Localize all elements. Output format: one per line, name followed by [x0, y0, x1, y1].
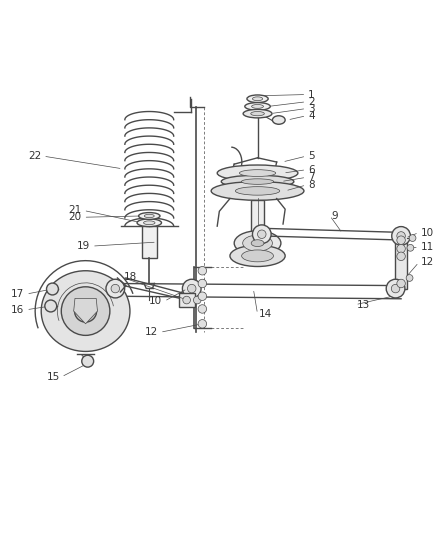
- Circle shape: [397, 279, 405, 288]
- Ellipse shape: [240, 169, 276, 176]
- Bar: [141, 226, 157, 258]
- Ellipse shape: [41, 271, 130, 351]
- Circle shape: [198, 279, 207, 288]
- Ellipse shape: [217, 165, 298, 181]
- Circle shape: [182, 279, 201, 298]
- Ellipse shape: [211, 182, 304, 200]
- Ellipse shape: [243, 109, 272, 118]
- Circle shape: [397, 232, 405, 240]
- Text: 10: 10: [149, 296, 162, 306]
- Ellipse shape: [245, 102, 270, 110]
- Text: 1: 1: [308, 90, 315, 100]
- Circle shape: [407, 245, 414, 251]
- Text: 21: 21: [68, 205, 82, 215]
- Circle shape: [397, 245, 405, 253]
- Text: 10: 10: [420, 228, 434, 238]
- Circle shape: [198, 292, 207, 301]
- Polygon shape: [74, 298, 98, 324]
- Circle shape: [82, 356, 94, 367]
- Circle shape: [61, 287, 110, 335]
- Circle shape: [386, 279, 405, 298]
- Text: 14: 14: [259, 309, 272, 319]
- Text: 17: 17: [11, 289, 25, 299]
- Ellipse shape: [221, 175, 294, 188]
- Bar: [251, 200, 264, 245]
- Ellipse shape: [251, 104, 264, 108]
- Ellipse shape: [144, 214, 154, 217]
- Text: 12: 12: [145, 327, 158, 337]
- Ellipse shape: [247, 95, 268, 102]
- Circle shape: [198, 305, 207, 313]
- Circle shape: [111, 284, 120, 293]
- Circle shape: [397, 252, 405, 261]
- Ellipse shape: [251, 111, 265, 116]
- Ellipse shape: [230, 245, 285, 266]
- Circle shape: [258, 230, 266, 238]
- Text: 18: 18: [124, 272, 137, 282]
- Text: 13: 13: [357, 300, 370, 310]
- Ellipse shape: [234, 231, 281, 255]
- Text: 20: 20: [69, 212, 82, 222]
- Ellipse shape: [272, 116, 285, 124]
- Text: 19: 19: [77, 241, 90, 251]
- Text: 16: 16: [11, 305, 25, 315]
- Text: 6: 6: [308, 165, 315, 175]
- Circle shape: [397, 236, 405, 245]
- Text: 15: 15: [46, 372, 60, 382]
- Circle shape: [194, 296, 201, 304]
- Circle shape: [187, 284, 196, 293]
- Ellipse shape: [243, 235, 272, 251]
- Ellipse shape: [242, 250, 273, 262]
- Circle shape: [252, 225, 271, 244]
- Bar: [179, 293, 195, 307]
- Text: 2: 2: [308, 97, 315, 107]
- Text: 11: 11: [420, 243, 434, 253]
- Ellipse shape: [138, 213, 160, 220]
- Circle shape: [183, 296, 191, 304]
- Circle shape: [106, 279, 125, 298]
- Circle shape: [198, 320, 207, 328]
- Circle shape: [392, 227, 410, 245]
- Ellipse shape: [235, 187, 280, 195]
- Text: 12: 12: [420, 257, 434, 267]
- Text: 3: 3: [308, 103, 315, 114]
- Ellipse shape: [252, 97, 263, 101]
- Bar: [395, 236, 407, 288]
- Ellipse shape: [137, 219, 162, 227]
- Circle shape: [198, 266, 207, 275]
- Ellipse shape: [251, 240, 264, 247]
- Circle shape: [46, 283, 58, 295]
- Ellipse shape: [144, 221, 155, 225]
- Circle shape: [74, 300, 97, 322]
- Text: 5: 5: [308, 151, 315, 161]
- Text: 7: 7: [308, 172, 315, 182]
- Text: 9: 9: [332, 211, 338, 221]
- Text: 8: 8: [308, 180, 315, 190]
- Text: 4: 4: [308, 111, 315, 121]
- Circle shape: [45, 300, 57, 312]
- Circle shape: [406, 274, 413, 281]
- Circle shape: [391, 284, 400, 293]
- Circle shape: [409, 235, 416, 241]
- Ellipse shape: [241, 179, 274, 184]
- Text: 22: 22: [28, 151, 42, 161]
